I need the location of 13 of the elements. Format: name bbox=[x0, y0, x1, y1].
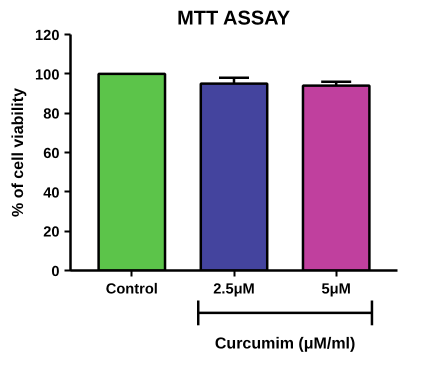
x-tick-label: 2.5μM bbox=[213, 282, 255, 298]
chart-title: MTT ASSAY bbox=[177, 8, 291, 30]
y-tick-label: 0 bbox=[51, 264, 60, 280]
y-tick-label: 20 bbox=[43, 224, 60, 241]
x-tick-label: 5μM bbox=[322, 282, 351, 298]
y-tick-label: 80 bbox=[43, 106, 60, 123]
y-tick-label: 100 bbox=[35, 67, 60, 84]
y-tick-label: 60 bbox=[43, 146, 60, 162]
x-tick-label: Control bbox=[106, 282, 158, 298]
y-tick-label: 120 bbox=[35, 28, 60, 44]
y-axis-title: % of cell viability bbox=[10, 88, 28, 217]
text: Curcumim (μM/ml) bbox=[214, 335, 356, 352]
y-tick-label: 40 bbox=[43, 185, 60, 202]
